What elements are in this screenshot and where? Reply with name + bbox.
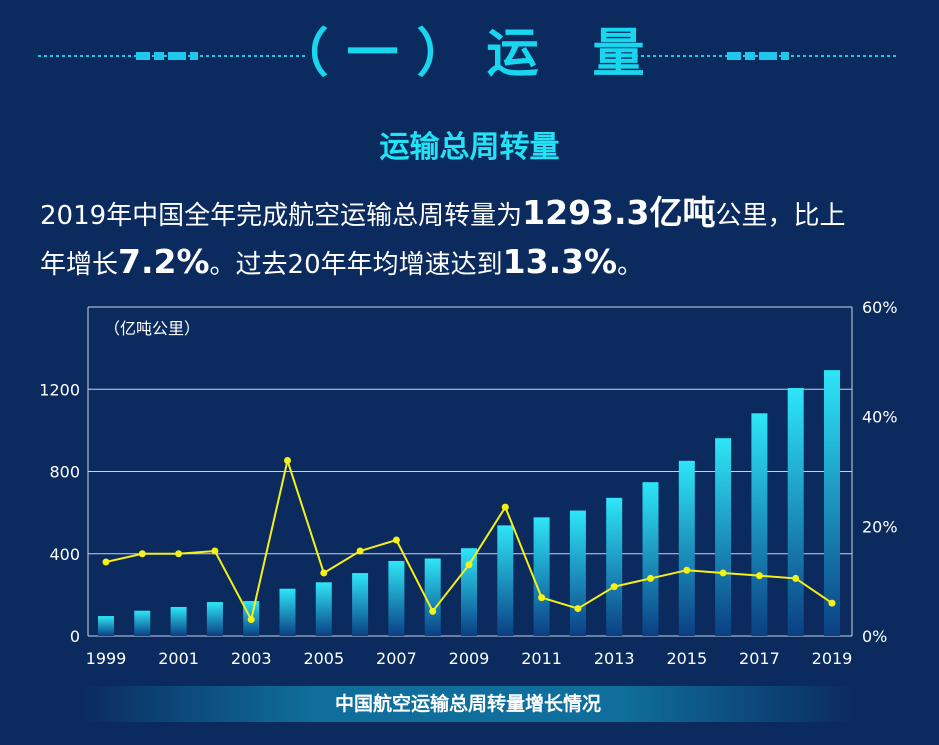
growth-rate-point bbox=[465, 561, 473, 569]
y-unit-label: （亿吨公里） bbox=[104, 319, 200, 338]
bar bbox=[134, 610, 151, 636]
growth-rate-point bbox=[102, 558, 110, 566]
x-tick-label: 2001 bbox=[158, 649, 199, 668]
x-tick-label: 2013 bbox=[594, 649, 635, 668]
bar bbox=[279, 588, 296, 636]
x-tick-label: 2017 bbox=[739, 649, 780, 668]
bar bbox=[315, 582, 332, 636]
growth-rate-point bbox=[647, 574, 654, 582]
x-tick-label: 2007 bbox=[376, 649, 417, 668]
growth-chart: 0 400 800 1200 0% 20% 40% 60% （亿吨公里） 1999 2001 2003… bbox=[39, 298, 898, 668]
growth-rate-point bbox=[610, 583, 618, 591]
desc-text: 公里，比上 bbox=[715, 201, 846, 231]
desc-highlight-growth: 7.2% bbox=[118, 242, 210, 281]
section-title: （一）运 量 bbox=[276, 24, 663, 84]
growth-rate-point bbox=[792, 574, 800, 582]
bar bbox=[424, 558, 441, 636]
chart-subtitle: 运输总周转量 bbox=[379, 130, 560, 165]
growth-rate-point bbox=[392, 536, 400, 544]
y-right-tick-label: 20% bbox=[862, 517, 898, 536]
bar bbox=[170, 607, 187, 636]
bar bbox=[569, 510, 586, 636]
y-left-tick-label: 800 bbox=[49, 463, 80, 482]
y-left-tick-label: 400 bbox=[49, 545, 80, 564]
bar bbox=[352, 573, 369, 636]
x-tick-label: 2009 bbox=[449, 649, 490, 668]
bar bbox=[787, 388, 804, 636]
section-header: （一）运 量 bbox=[0, 22, 939, 86]
growth-rate-point bbox=[828, 599, 836, 607]
y-right-tick-label: 60% bbox=[862, 298, 898, 317]
growth-rate-point bbox=[683, 566, 691, 574]
growth-rate-point bbox=[755, 572, 763, 580]
y-left-tick-label: 0 bbox=[70, 627, 80, 646]
x-tick-label: 2011 bbox=[521, 649, 562, 668]
description-paragraph: 2019年中国全年完成航空运输总周转量为1293.3亿吨公里，比上 年增长7.2… bbox=[40, 190, 920, 288]
growth-rate-point bbox=[211, 547, 219, 555]
desc-text: 。过去20年年均增速达到 bbox=[209, 250, 503, 280]
bar bbox=[824, 370, 840, 636]
bar bbox=[715, 438, 732, 636]
growth-rate-point bbox=[284, 457, 291, 465]
caption-bar: 中国航空运输总周转量增长情况 bbox=[78, 686, 858, 722]
header-decoration-right bbox=[629, 52, 899, 60]
bar bbox=[678, 460, 695, 636]
growth-rate-point bbox=[247, 616, 255, 624]
desc-highlight-total: 1293.3亿吨 bbox=[522, 193, 716, 232]
x-tick-label: 2003 bbox=[231, 649, 272, 668]
bar bbox=[606, 497, 623, 636]
bar bbox=[642, 482, 659, 636]
growth-rate-point bbox=[356, 547, 364, 555]
chart-caption: 中国航空运输总周转量增长情况 bbox=[334, 693, 601, 715]
bar bbox=[497, 525, 514, 636]
growth-rate-point bbox=[175, 550, 183, 558]
desc-text: 。 bbox=[617, 250, 644, 280]
growth-rate-point bbox=[574, 605, 582, 613]
bar bbox=[98, 616, 114, 636]
growth-rate-point bbox=[719, 569, 727, 577]
x-tick-label: 2005 bbox=[303, 649, 344, 668]
x-tick-label: 2015 bbox=[666, 649, 707, 668]
x-tick-label: 2019 bbox=[812, 649, 853, 668]
y-right-tick-label: 40% bbox=[862, 408, 898, 427]
desc-text: 年增长 bbox=[40, 250, 119, 280]
bar bbox=[751, 413, 768, 636]
bar bbox=[206, 602, 223, 636]
growth-rate-point bbox=[138, 550, 146, 558]
growth-rate-point bbox=[501, 503, 509, 511]
growth-rate-point bbox=[538, 594, 546, 602]
desc-highlight-avg-growth: 13.3% bbox=[502, 242, 618, 281]
growth-rate-point bbox=[429, 607, 437, 615]
y-left-tick-label: 1200 bbox=[39, 380, 80, 399]
desc-text: 2019年中国全年完成航空运输总周转量为 bbox=[40, 201, 523, 231]
growth-rate-point bbox=[320, 569, 328, 577]
bar bbox=[388, 560, 405, 636]
y-right-tick-label: 0% bbox=[862, 627, 887, 646]
bar bbox=[533, 517, 550, 636]
header-decoration-left bbox=[38, 52, 308, 60]
x-tick-label: 1999 bbox=[86, 649, 127, 668]
